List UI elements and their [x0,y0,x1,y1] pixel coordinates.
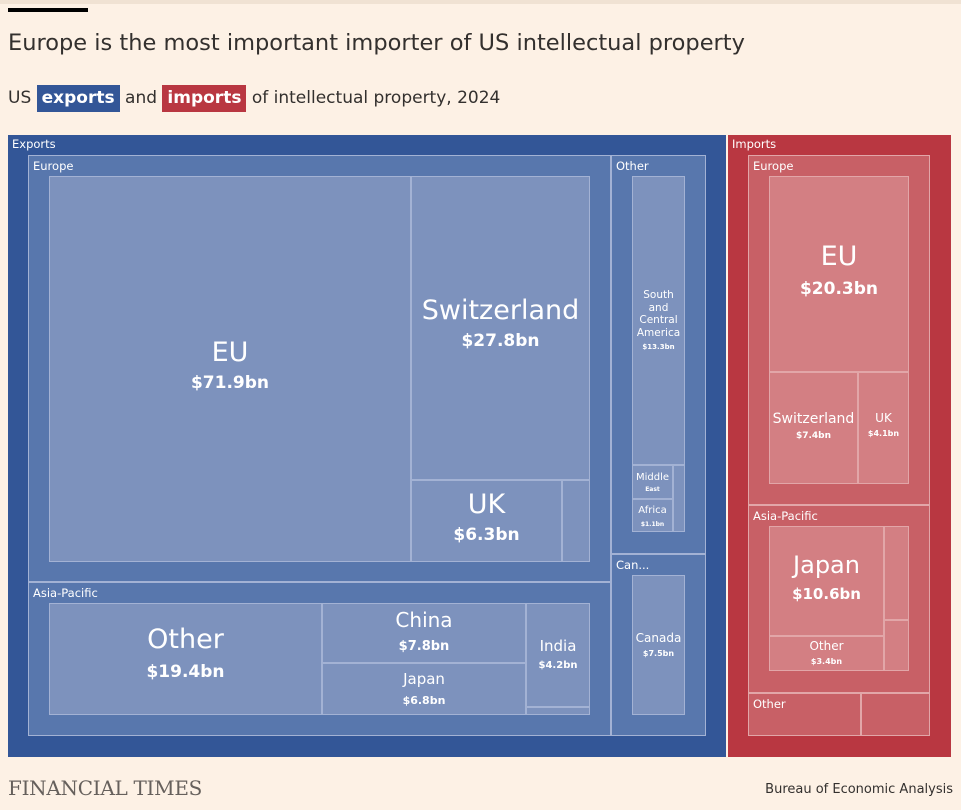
top-rule [0,0,961,4]
subtitle-connector: and [125,88,158,108]
leaf-label: EU [211,337,249,368]
leaf-exports-asia-pacific-cell-4 [526,707,590,715]
region-label-imports-europe: Europe [753,159,794,173]
leaf-value: $7.5bn [642,649,675,658]
leaf-value: $13.3bn [642,343,675,351]
region-label-exports-asia-pacific: Asia-Pacific [33,586,98,600]
leaf-value: $27.8bn [461,331,540,351]
leaf-value: $10.6bn [792,585,861,603]
leaf-imports-europe-uk: UK $4.1bn [858,372,909,484]
source-note: Bureau of Economic Analysis [765,782,953,797]
leaf-exports-asia-pacific-india: India $4.2bn [526,603,590,707]
region-label-exports-europe: Europe [33,159,74,173]
leaf-label: EU [820,241,858,272]
leaf-exports-other-africa: Africa $1.1bn [632,499,673,532]
subtitle-suffix: of intellectual property, 2024 [251,88,501,108]
leaf-value: $7.8bn [398,639,450,654]
leaf-imports-asia-pacific-japan: Japan $10.6bn [769,526,884,636]
leaf-label: Switzerland [421,295,580,326]
leaf-label: Other [147,624,224,655]
leaf-value: $7.4bn [795,431,832,441]
leaf-label: South and Central America [636,289,681,339]
leaf-label: China [395,608,453,632]
brand-logo: FINANCIAL TIMES [8,776,203,800]
leaf-value: $6.3bn [453,525,520,545]
leaf-imports-other-cell-0 [748,693,861,736]
leaf-exports-can-canada: Canada $7.5bn [632,575,685,715]
leaf-exports-europe-switzerland: Switzerland $27.8bn [411,176,590,480]
leaf-value: $6.8bn [402,694,446,707]
group-label-exports: Exports [12,137,56,151]
leaf-value: $4.1bn [867,429,900,438]
exports-legend-pill: exports [36,85,120,112]
leaf-label: UK [467,489,506,520]
leaf-value: $20.3bn [799,279,879,299]
leaf-value: $1.1bn [640,521,665,528]
group-label-imports: Imports [732,137,777,151]
leaf-exports-europe-uk: UK $6.3bn [411,480,562,562]
leaf-exports-other-cell-3 [673,465,685,532]
region-label-imports-other: Other [753,697,786,711]
region-label-imports-asia-pacific: Asia-Pacific [753,509,818,523]
leaf-label: Switzerland [772,411,855,427]
leaf-exports-asia-pacific-china: China $7.8bn [322,603,526,663]
leaf-label: Africa [638,505,667,516]
leaf-exports-other-middle-east: Middle East [632,465,673,499]
region-label-exports-other: Other [616,159,649,173]
leaf-label: Canada [635,631,682,645]
leaf-imports-europe-eu: EU $20.3bn [769,176,909,372]
leaf-label: Other [809,639,844,653]
leaf-value: $4.2bn [538,660,578,671]
subtitle-prefix: US [8,88,32,108]
leaf-imports-asia-pacific-cell-2 [884,526,909,620]
leaf-exports-europe-eu: EU $71.9bn [49,176,411,562]
leaf-label: India [539,637,577,655]
leaf-exports-other-south-and-central-america: South and Central America $13.3bn [632,176,685,465]
leaf-label: Japan [403,670,445,688]
leaf-label: UK [875,411,892,425]
leaf-imports-asia-pacific-other: Other $3.4bn [769,636,884,671]
leaf-imports-other-cell-1 [861,693,930,736]
leaf-exports-asia-pacific-other: Other $19.4bn [49,603,322,715]
imports-legend-pill: imports [162,85,247,112]
leaf-label: Japan [793,551,860,579]
leaf-exports-asia-pacific-japan: Japan $6.8bn [322,663,526,715]
chart-subtitle: US exports and imports of intellectual p… [8,85,500,112]
region-label-exports-can: Can... [616,558,650,572]
leaf-value: $71.9bn [190,373,270,393]
title-accent-bar [8,8,88,12]
leaf-value: $19.4bn [146,662,225,682]
leaf-imports-asia-pacific-cell-3 [884,620,909,671]
leaf-value: $3.4bn [810,657,843,666]
leaf-imports-europe-switzerland: Switzerland $7.4bn [769,372,858,484]
chart-title: Europe is the most important importer of… [8,30,745,56]
leaf-exports-europe-cell-3 [562,480,590,562]
leaf-label: Middle East [635,472,670,493]
